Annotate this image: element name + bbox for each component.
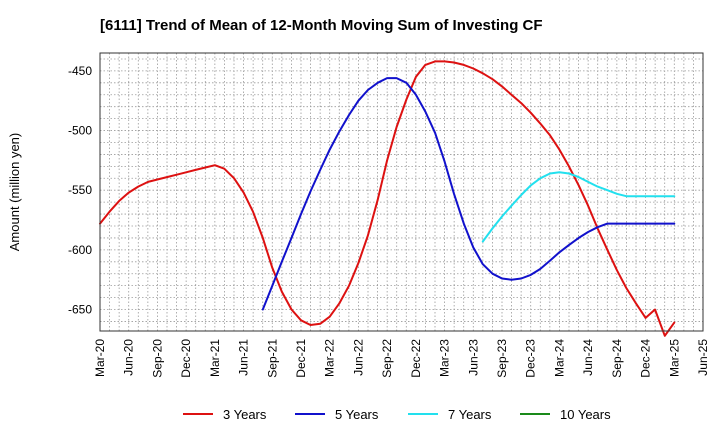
series-line-3-years xyxy=(99,60,676,337)
series-line-5-years xyxy=(261,77,676,311)
series-line-7-years xyxy=(481,171,676,243)
legend-label: 5 Years xyxy=(335,407,379,422)
x-tick-label: Jun-24 xyxy=(581,339,595,376)
x-tick-label: Mar-23 xyxy=(438,339,452,377)
y-tick-label: -450 xyxy=(68,64,92,78)
x-tick-label: Jun-25 xyxy=(696,339,710,376)
x-tick-label: Mar-20 xyxy=(93,339,107,377)
x-tick-label: Jun-20 xyxy=(122,339,136,376)
y-tick-label: -650 xyxy=(68,303,92,317)
plot-frame xyxy=(99,52,704,332)
x-tick-label: Dec-20 xyxy=(179,339,193,378)
x-tick-label: Sep-22 xyxy=(380,339,394,378)
grid-layer xyxy=(100,53,703,331)
x-tick-label: Jun-21 xyxy=(237,339,251,376)
y-tick-label: -600 xyxy=(68,243,92,257)
x-tick-label: Jun-22 xyxy=(351,339,365,376)
x-tick-labels: Mar-20 Jun-20 Sep-20 Dec-20 Mar-21 Jun-21 Sep-… xyxy=(93,339,710,378)
x-tick-label: Dec-23 xyxy=(524,339,538,378)
y-tick-label: -550 xyxy=(68,183,92,197)
x-tick-label: Mar-24 xyxy=(552,339,566,377)
legend: 3 Years 5 Years 7 Years 10 Years xyxy=(183,407,611,422)
x-tick-label: Mar-22 xyxy=(323,339,337,377)
x-tick-label: Mar-21 xyxy=(208,339,222,377)
y-tick-label: -500 xyxy=(68,124,92,138)
y-tick-labels: -450 -500 -550 -600 -650 xyxy=(68,64,92,317)
legend-label: 10 Years xyxy=(560,407,611,422)
x-tick-label: Sep-20 xyxy=(150,339,164,378)
x-tick-label: Sep-23 xyxy=(495,339,509,378)
legend-label: 3 Years xyxy=(223,407,267,422)
series-layer xyxy=(99,60,676,337)
x-tick-label: Dec-24 xyxy=(639,339,653,378)
x-tick-label: Dec-21 xyxy=(294,339,308,378)
x-tick-label: Dec-22 xyxy=(409,339,423,378)
x-tick-label: Sep-24 xyxy=(610,339,624,378)
x-tick-label: Sep-21 xyxy=(265,339,279,378)
legend-label: 7 Years xyxy=(448,407,492,422)
chart-title: [6111] Trend of Mean of 12-Month Moving … xyxy=(100,17,543,34)
x-tick-label: Mar-25 xyxy=(667,339,681,377)
y-axis-label: Amount (million yen) xyxy=(7,133,22,252)
x-tick-label: Jun-23 xyxy=(466,339,480,376)
